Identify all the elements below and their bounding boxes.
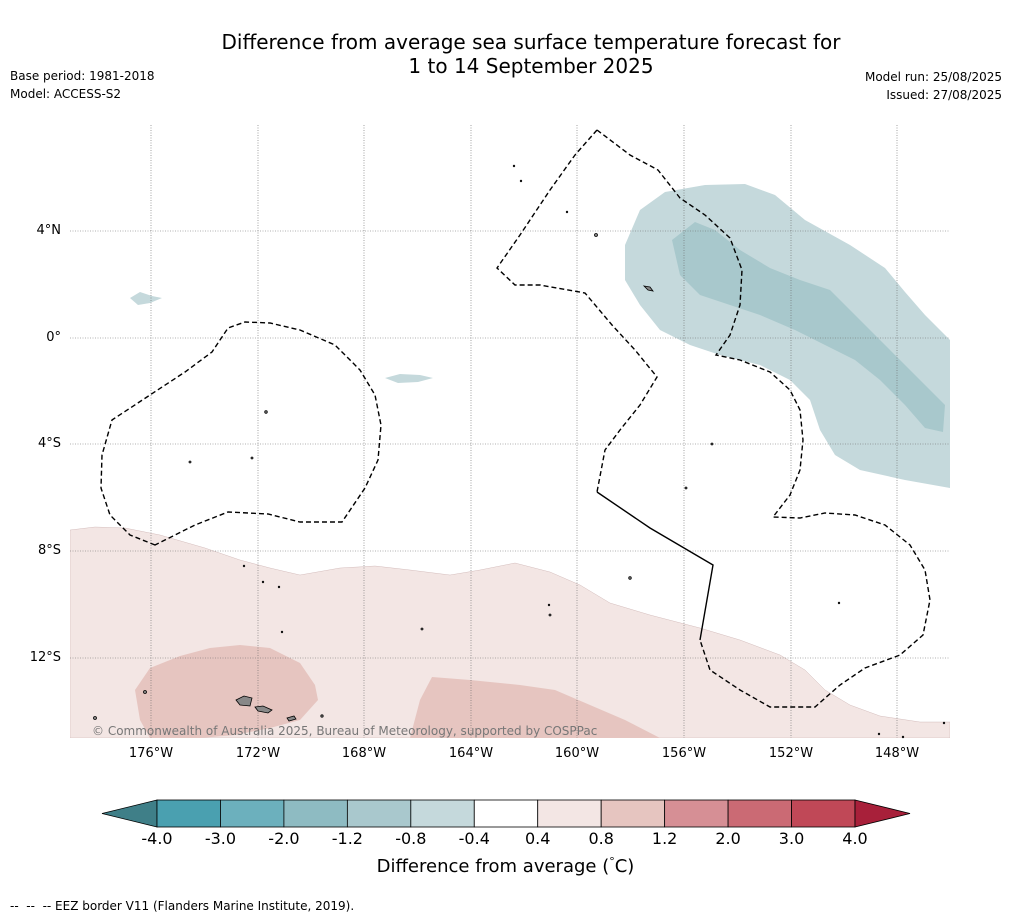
lon-label-152w: 152°W [768,746,814,761]
title-line-2: 1 to 14 September 2025 [408,54,654,78]
graticule [70,125,950,738]
eez-borders [100,129,931,708]
model-run: Model run: 25/08/2025 [864,70,1002,84]
colorbar-tick-label: -3.0 [204,829,237,848]
colorbar-segment [283,799,348,828]
meta-right: Model run: 25/08/2025 Issued: 27/08/2025 [865,68,1002,104]
warm-anomaly-mid-2 [410,677,660,738]
map-area [70,184,950,738]
island-upolu [254,705,273,714]
colorbar-extend-high [854,799,911,828]
colorbar-tick-label: 1.2 [651,829,678,848]
colorbar-tick-label: 2.0 [715,829,741,848]
lon-label-164w: 164°W [448,746,494,761]
colorbar-tick-label: 3.0 [778,829,805,848]
meta-left: Base period: 1981-2018 Model: ACCESS-S2 [10,67,155,103]
colorbar-segment [600,799,666,828]
eez-border-central [496,129,658,493]
lon-label-172w: 172°W [235,746,281,761]
colorbar-segment [410,799,475,828]
eez-border-solid [596,491,714,641]
copyright-notice: © Commonwealth of Australia 2025, Bureau… [92,724,598,738]
base-period: Base period: 1981-2018 [10,69,155,83]
lat-label-8s: 8°S [37,543,61,558]
colorbar-extend-low [101,799,158,828]
colorbar-tick-label: -4.0 [141,829,173,848]
colorbar-segment [346,799,412,828]
warm-anomaly-mid-1 [135,645,318,738]
cool-anomaly-small-1 [130,292,162,305]
colorbar-segment [791,799,856,828]
colorbar-tick-label: -2.0 [268,829,300,848]
colorbar-segment [220,799,285,828]
colorbar-tick-label: -0.8 [395,829,427,848]
colorbar-title: Difference from average (°C) [376,855,635,877]
colorbar-segment [664,799,729,828]
title-line-1: Difference from average sea surface temp… [221,30,841,54]
eez-border-tokelau [100,321,382,546]
colorbar-tick-label: 4.0 [842,829,868,848]
lon-label-176w: 176°W [128,746,174,761]
eez-border-kiribati-phoenix [596,129,931,708]
lon-label-156w: 156°W [661,746,707,761]
lon-label-160w: 160°W [554,746,600,761]
issued-date: Issued: 27/08/2025 [886,88,1002,102]
colorbar-segments [101,799,911,828]
colorbar-tick-label: 0.8 [588,829,614,848]
model-name: Model: ACCESS-S2 [10,87,122,101]
island-savaii [235,695,253,707]
colorbar-tick-label: -0.4 [458,829,490,848]
lon-label-168w: 168°W [341,746,387,761]
colorbar-segment [156,799,221,828]
cool-anomaly-mid [672,222,945,432]
lat-label-4s: 4°S [37,436,61,451]
lat-label-0: 0° [46,330,61,345]
colorbar-segment [727,799,792,828]
lat-label-12s: 12°S [29,650,61,665]
colorbar-segment [537,799,602,828]
eez-legend-note: -- -- -- EEZ border V11 (Flanders Marine… [10,899,355,913]
cool-anomaly-small-2 [385,374,433,383]
colorbar-segment [473,799,539,828]
chart-title: Difference from average sea surface temp… [0,30,1011,78]
islands [93,164,946,739]
colorbar-tick-label: -1.2 [331,829,363,848]
lat-label-4n: 4°N [36,223,62,238]
colorbar-tick-label: 0.4 [524,829,551,848]
lon-label-148w: 148°W [874,746,920,761]
island-tutuila [286,715,297,722]
